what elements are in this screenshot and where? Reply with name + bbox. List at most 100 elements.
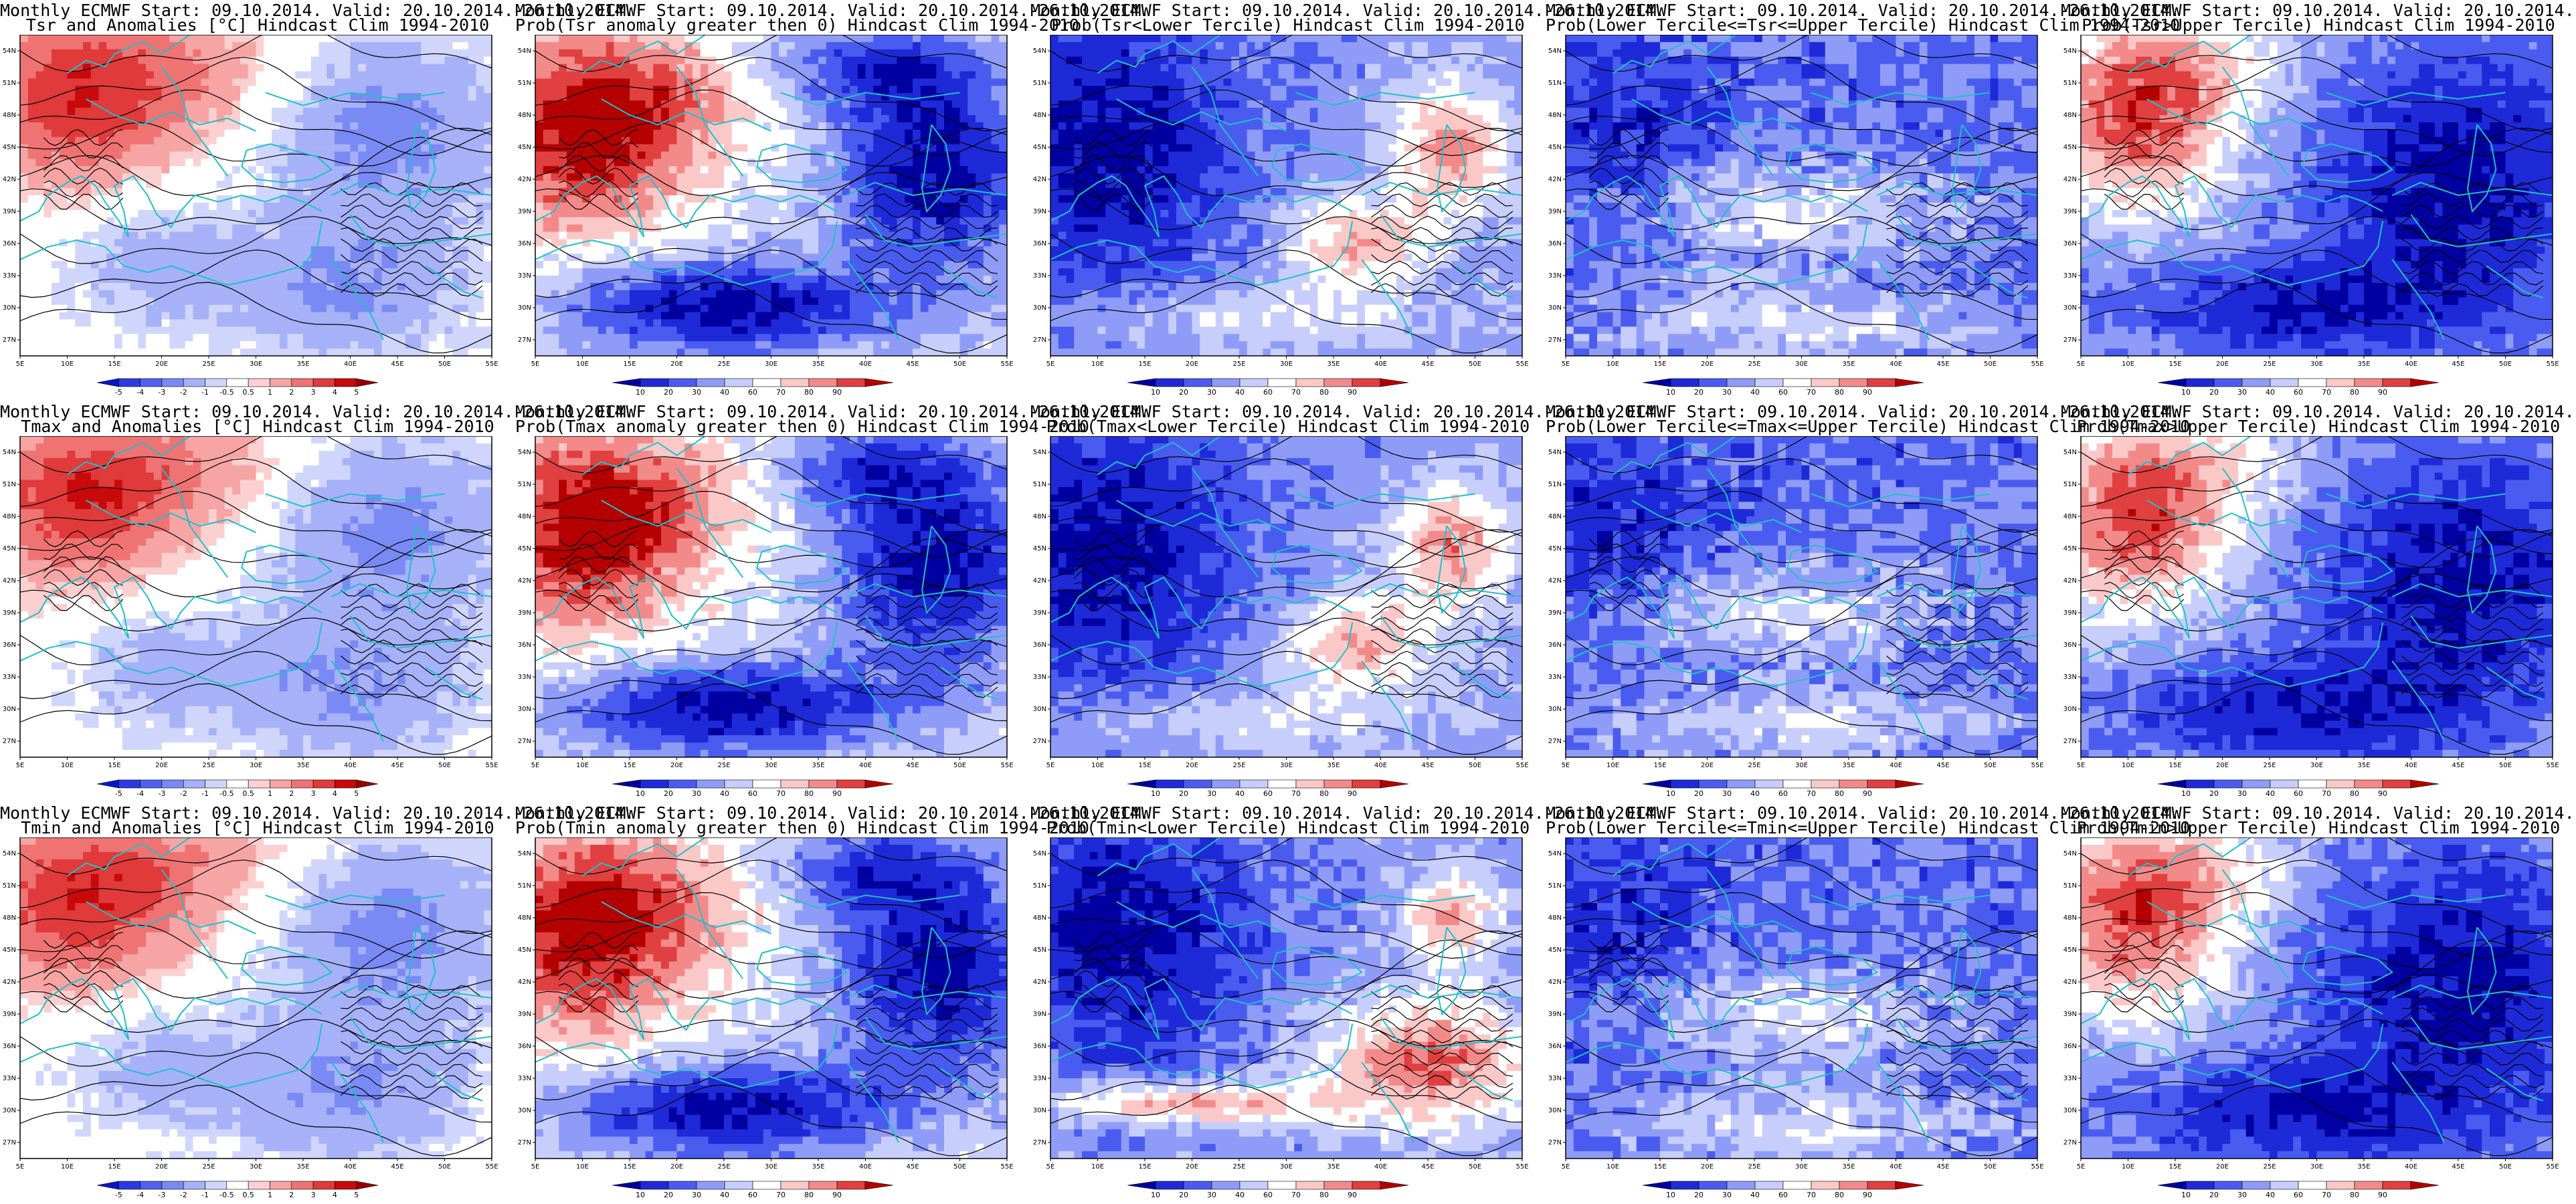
field-cell: [310, 71, 320, 80]
field-cell: [881, 115, 890, 123]
field-cell: [52, 35, 60, 43]
field-cell: [295, 195, 304, 203]
field-cell: [779, 115, 788, 123]
field-cell: [342, 282, 351, 291]
field-cell: [968, 224, 976, 233]
field-cell: [818, 129, 827, 138]
field-cell: [794, 100, 804, 108]
field-cell: [106, 348, 115, 356]
field-cell: [645, 71, 654, 80]
field-cell: [342, 326, 351, 334]
field-cell: [114, 166, 123, 174]
field-cell: [959, 209, 968, 218]
field-cell: [802, 49, 811, 58]
field-cell: [944, 49, 953, 58]
field-cell: [951, 64, 961, 72]
field-cell: [413, 100, 422, 108]
field-cell: [256, 304, 264, 313]
field-cell: [106, 290, 115, 298]
field-cell: [287, 326, 296, 334]
field-cell: [389, 151, 398, 160]
field-cell: [944, 129, 953, 138]
field-cell: [373, 202, 383, 211]
field-cell: [366, 136, 375, 145]
field-cell: [153, 312, 163, 320]
field-cell: [951, 254, 961, 262]
field-cell: [920, 181, 929, 189]
field-cell: [114, 334, 123, 342]
field-cell: [350, 304, 359, 313]
field-cell: [138, 181, 147, 189]
field-cell: [559, 188, 567, 196]
field-cell: [614, 231, 622, 240]
field-cell: [460, 304, 469, 313]
field-cell: [350, 224, 359, 233]
field-cell: [248, 100, 257, 108]
field-cell: [303, 166, 312, 174]
field-cell: [622, 41, 630, 50]
field-cell: [567, 108, 575, 116]
field-cell: [429, 348, 438, 356]
field-cell: [567, 209, 575, 218]
field-cell: [287, 159, 296, 167]
field-cell: [106, 231, 115, 240]
field-cell: [668, 144, 678, 153]
field-cell: [826, 93, 835, 101]
field-cell: [193, 341, 201, 349]
field-cell: [653, 41, 662, 50]
field-cell: [582, 41, 591, 50]
field-cell: [248, 282, 257, 291]
field-cell: [43, 122, 52, 130]
field-cell: [614, 64, 622, 72]
field-cell: [146, 93, 155, 101]
field-cell: [543, 35, 552, 43]
field-cell: [310, 159, 320, 167]
field-cell: [850, 173, 858, 181]
field-cell: [676, 64, 685, 72]
field-cell: [358, 41, 367, 50]
field-cell: [153, 326, 163, 334]
field-cell: [342, 181, 351, 189]
field-cell: [98, 246, 107, 254]
field-cell: [452, 202, 461, 211]
field-cell: [889, 41, 898, 50]
field-cell: [535, 246, 544, 254]
field-cell: [614, 49, 622, 58]
field-cell: [201, 86, 209, 94]
field-cell: [405, 312, 414, 320]
field-cell: [818, 78, 827, 86]
field-cell: [598, 195, 607, 203]
field-cell: [59, 261, 68, 269]
field-cell: [850, 100, 858, 108]
field-cell: [90, 108, 100, 116]
field-cell: [232, 282, 241, 291]
field-cell: [436, 195, 446, 203]
field-cell: [436, 56, 446, 65]
field-cell: [59, 312, 68, 320]
field-cell: [138, 209, 147, 218]
field-cell: [224, 64, 233, 72]
field-cell: [381, 195, 390, 203]
field-cell: [661, 78, 670, 86]
field-cell: [248, 195, 257, 203]
field-cell: [318, 144, 327, 153]
field-cell: [279, 304, 288, 313]
field-cell: [731, 202, 741, 211]
field-cell: [951, 49, 961, 58]
field-cell: [676, 108, 685, 116]
field-cell: [693, 108, 701, 116]
field-cell: [905, 78, 913, 86]
field-cell: [114, 254, 123, 262]
field-cell: [67, 319, 76, 327]
field-cell: [810, 239, 819, 247]
field-cell: [724, 209, 733, 218]
field-cell: [381, 100, 390, 108]
field-cell: [209, 122, 217, 130]
field-cell: [193, 115, 201, 123]
field-cell: [928, 209, 937, 218]
field-cell: [684, 173, 693, 181]
field-cell: [951, 173, 961, 181]
field-cell: [35, 129, 44, 138]
field-cell: [630, 86, 638, 94]
field-cell: [287, 254, 296, 262]
